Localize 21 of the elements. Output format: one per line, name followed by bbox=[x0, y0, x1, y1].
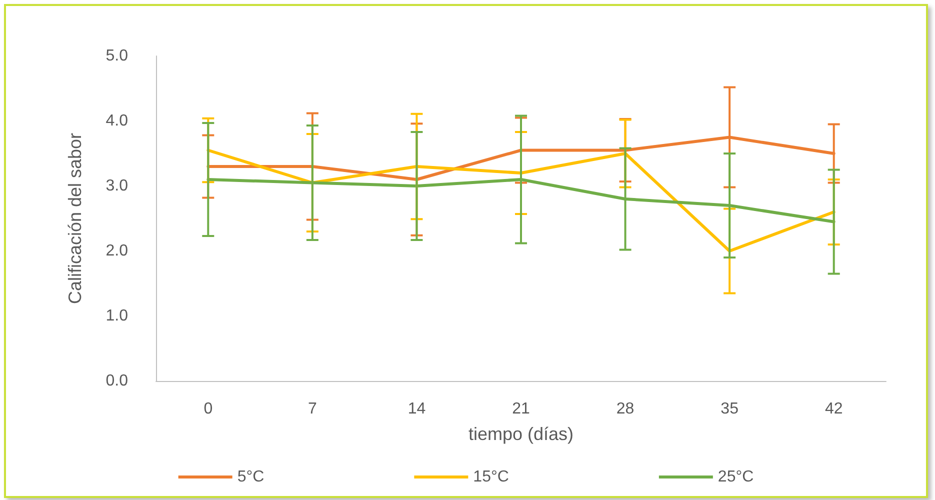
x-axis-title: tiempo (días) bbox=[468, 424, 574, 444]
line-series bbox=[206, 178, 836, 224]
y-tick-label: 4.0 bbox=[106, 112, 128, 130]
x-tick-label: 0 bbox=[204, 400, 213, 418]
y-tick-label: 1.0 bbox=[106, 308, 128, 324]
x-tick-label: 42 bbox=[824, 400, 843, 418]
line-series bbox=[206, 136, 836, 181]
legend-label: 15°C bbox=[473, 468, 509, 486]
y-axis-title: Calificación del sabor bbox=[65, 132, 85, 304]
x-tick-label: 14 bbox=[408, 400, 426, 418]
y-tick-label: 5.0 bbox=[106, 48, 128, 64]
legend-label: 25°C bbox=[718, 468, 754, 486]
x-tick-label: 35 bbox=[720, 400, 739, 418]
line-series bbox=[206, 148, 836, 252]
x-tick-label: 21 bbox=[512, 400, 530, 418]
legend-label: 5°C bbox=[237, 468, 264, 486]
y-tick-label: 0.0 bbox=[106, 372, 128, 390]
y-tick-label: 2.0 bbox=[106, 242, 128, 260]
x-tick-label: 28 bbox=[616, 400, 634, 418]
y-tick-label: 3.0 bbox=[106, 178, 128, 194]
x-tick-label: 7 bbox=[308, 400, 317, 418]
